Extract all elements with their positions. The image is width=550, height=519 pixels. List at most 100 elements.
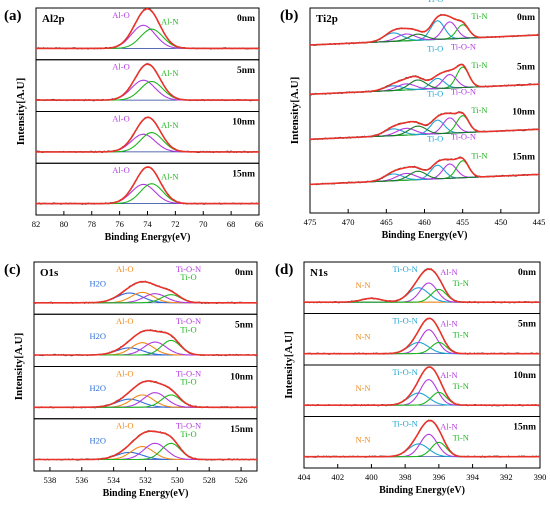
subplot-frame [35,59,260,112]
x-tick-label: 460 [418,217,431,227]
x-tick-label: 528 [203,475,216,485]
peak-annotation: Al-N [440,370,457,380]
peak-annotation: Al-O [112,62,129,72]
peak-annotation: Ti-O [180,429,196,439]
peak-annotation: Ti-O-N [393,264,418,274]
x-tick-label: 396 [432,472,445,482]
component-peak-line [36,183,259,205]
peak-annotation: Ti-N [471,150,487,160]
x-tick-label: 394 [466,472,480,482]
x-tick-label: 70 [199,219,208,229]
peak-annotation: Al-N [440,267,457,277]
x-axis-label: Binding Energy(eV) [382,230,468,241]
y-axis-label: Intensity[A.U] [283,331,295,399]
component-peak-line [36,133,259,153]
component-peak-line [309,66,540,95]
component-peak-line [304,287,540,303]
peak-annotation: Al-N [440,319,457,329]
panel-a: (a) Al2p 82 80 78 76 74 72 70 68 66 Binding Energy(… [4,7,264,243]
raw-spectrum-line [35,62,260,102]
component-peak-line [34,442,257,461]
peak-annotation: N-N [355,434,370,444]
x-tick-label: 538 [44,475,57,485]
peak-annotation: Ti-O [180,324,196,334]
thickness-label: 0nm [517,13,535,23]
envelope-fit-line [34,280,257,304]
x-tick-label: 402 [331,472,344,482]
envelope-fit-line [34,380,257,409]
peak-annotation: Ti-O-N [451,132,476,142]
x-tick-label: 534 [107,475,121,485]
envelope-fit-line [36,166,259,205]
thickness-label: 10nm [512,107,535,117]
element-title: O1s [40,267,59,279]
x-tick-label: 66 [255,219,264,229]
subplot-frame [303,416,541,469]
raw-spectrum-line [36,8,260,50]
component-peak-line [309,73,540,95]
peak-annotation: Al-N [161,68,178,78]
peak-annotation: H2O [89,279,106,289]
component-peak-line [309,115,540,140]
panel-c: (c) O1s 538 536 534 532 530 528 526 Binding Energ… [4,261,258,499]
peak-annotation: Ti-N [471,60,487,70]
peak-annotation: Ti-O [180,377,196,387]
subplot-frame [33,313,258,367]
component-peak-line [34,451,257,461]
peak-annotation: Al-N [161,172,178,182]
component-peak-line [34,339,257,356]
x-tick-label: 526 [235,475,248,485]
y-axis-label: Intensity[A.U] [289,77,301,145]
subplot-frame [33,261,258,315]
thickness-label: 5nm [237,66,255,76]
x-tick-label: 470 [342,217,355,227]
peak-annotation: Ti-O-N [393,367,418,377]
component-peak-line [36,24,259,49]
peak-annotation: Ti-O [180,272,196,282]
x-tick-label: 80 [60,219,69,229]
envelope-fit-line [304,419,540,458]
x-tick-label: 536 [75,475,88,485]
thickness-label: 15nm [512,153,535,163]
peak-annotation: N-N [355,383,370,393]
x-tick-label: 455 [456,217,469,227]
component-peak-line [34,342,257,356]
peak-annotation: Ti-O-N [176,316,201,326]
x-tick-label: 78 [88,219,97,229]
subplot-frame [35,162,260,216]
envelope-fit-line [34,329,257,356]
panel-tag: (c) [4,262,21,278]
peak-annotation: Ti-N [453,433,469,443]
peak-annotation: Ti-O-N [451,86,476,96]
x-axis-label: Binding Energy(eV) [379,485,465,496]
component-peak-line [34,341,257,356]
x-tick-label: 72 [171,219,180,229]
component-peak-line [309,24,540,46]
peak-annotation: Ti-O [427,0,443,4]
peak-annotation: Ti-N [471,11,487,21]
peak-annotation: Ti-O [427,88,443,98]
thickness-label: 0nm [237,14,255,24]
component-peak-line [304,288,540,303]
envelope-fit-line [309,14,540,46]
thickness-label: 10nm [232,118,255,128]
envelope-fit-line [309,156,540,186]
component-peak-line [304,433,540,458]
peak-annotation: Al-N [440,422,457,432]
thickness-label: 0nm [518,268,536,278]
peak-annotation: Ti-N [471,105,487,115]
component-peak-line [34,442,257,461]
component-peak-line [304,341,540,355]
component-peak-line [309,164,540,185]
envelope-fit-line [304,268,540,303]
x-axis-label: Binding Energy(eV) [105,232,191,243]
x-tick-label: 445 [533,217,546,227]
envelope-fit-line [304,317,540,355]
x-tick-label: 532 [139,475,152,485]
x-tick-label: 390 [534,472,547,482]
raw-spectrum-line [309,13,540,47]
thickness-label: 15nm [230,425,253,435]
component-peak-line [309,160,540,185]
